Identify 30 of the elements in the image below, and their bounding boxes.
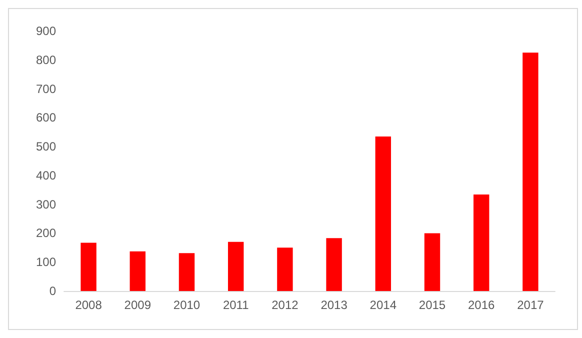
x-tick-label: 2015 — [418, 298, 446, 312]
bar — [473, 194, 490, 291]
x-tick-label: 2008 — [75, 298, 102, 312]
y-tick-label: 300 — [36, 197, 56, 212]
y-tick-label: 200 — [36, 226, 56, 240]
x-tick-label: 2010 — [173, 298, 200, 312]
y-tick-label: 900 — [36, 24, 56, 38]
y-tick-label: 0 — [49, 284, 56, 298]
bar — [80, 242, 96, 291]
x-tick-label: 2014 — [370, 298, 397, 312]
y-tick-label: 500 — [36, 140, 56, 154]
bar — [424, 233, 440, 291]
x-tick-label: 2017 — [517, 298, 544, 312]
y-tick-label: 700 — [36, 82, 56, 96]
y-tick-label: 100 — [36, 255, 56, 270]
x-tick-label: 2016 — [468, 298, 496, 312]
x-tick-label: 2012 — [272, 298, 299, 312]
y-tick-label: 600 — [36, 110, 56, 125]
bar — [130, 251, 146, 291]
bar — [326, 238, 342, 291]
x-tick-label: 2011 — [222, 298, 250, 312]
x-tick-label: 2013 — [320, 298, 348, 312]
y-tick-label: 400 — [36, 168, 56, 182]
bar — [228, 242, 244, 291]
bar — [178, 253, 195, 291]
bar — [375, 136, 392, 291]
bar — [277, 248, 293, 291]
y-tick-label: 800 — [36, 52, 56, 67]
bar — [522, 52, 538, 291]
x-tick-label: 2009 — [124, 298, 152, 312]
